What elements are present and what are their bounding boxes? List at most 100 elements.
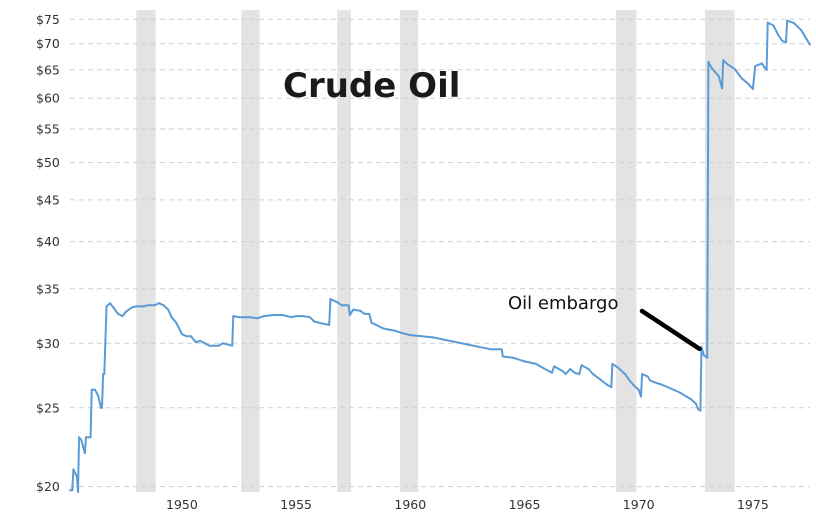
data-point	[420, 335, 423, 338]
y-tick-label: $45	[36, 192, 60, 207]
data-point	[655, 382, 658, 385]
data-point	[336, 301, 339, 304]
data-point	[766, 21, 769, 24]
data-point	[717, 74, 720, 77]
data-point	[352, 308, 355, 311]
data-point	[786, 19, 789, 22]
recession-band-2	[241, 10, 260, 492]
data-point	[409, 334, 412, 337]
x-tick-label: 1950	[166, 497, 198, 512]
data-point	[649, 379, 652, 382]
data-point	[466, 343, 469, 346]
data-point	[212, 344, 215, 347]
data-point	[761, 62, 764, 65]
data-point	[605, 383, 608, 386]
data-point	[281, 313, 284, 316]
data-point	[348, 313, 351, 316]
data-point	[103, 373, 106, 376]
data-point	[749, 85, 752, 88]
annotation-label: Oil embargo	[508, 293, 618, 314]
data-point	[317, 321, 320, 324]
data-point	[272, 313, 275, 316]
y-tick-label: $30	[36, 336, 60, 351]
data-point	[683, 394, 686, 397]
data-point	[162, 304, 165, 307]
data-point	[208, 344, 211, 347]
y-tick-label: $70	[36, 36, 60, 51]
data-point	[203, 342, 206, 345]
data-point	[617, 366, 620, 369]
data-point	[105, 305, 108, 308]
recession-bands	[136, 10, 735, 492]
data-point	[646, 375, 649, 378]
data-point	[108, 302, 111, 305]
data-point	[249, 316, 252, 319]
data-point	[83, 451, 86, 454]
data-point	[194, 341, 197, 344]
recession-band-3	[337, 10, 351, 492]
data-point	[190, 335, 193, 338]
y-tick-label: $40	[36, 234, 60, 249]
data-point	[94, 388, 97, 391]
x-tick-label: 1975	[737, 497, 769, 512]
data-point	[628, 379, 631, 382]
data-point	[393, 329, 396, 332]
data-point	[754, 65, 757, 68]
data-point	[694, 402, 697, 405]
data-point	[669, 387, 672, 390]
data-point	[359, 309, 362, 312]
data-point	[678, 391, 681, 394]
data-point	[231, 344, 234, 347]
data-point	[639, 395, 642, 398]
data-point	[370, 321, 373, 324]
data-point	[707, 60, 710, 63]
data-point	[573, 371, 576, 374]
recession-band-5	[615, 10, 637, 492]
data-point	[375, 323, 378, 326]
data-point	[592, 373, 595, 376]
data-point	[432, 336, 435, 339]
data-point	[785, 41, 788, 44]
y-tick-label: $20	[36, 479, 60, 494]
y-tick-label: $35	[36, 281, 60, 296]
data-point	[167, 308, 170, 311]
y-tick-label: $75	[36, 12, 60, 27]
series-layer	[69, 19, 811, 493]
data-point	[722, 59, 725, 62]
data-point	[175, 321, 178, 324]
data-point	[116, 312, 119, 315]
recession-band-4	[400, 10, 419, 492]
data-point	[381, 327, 384, 330]
y-tick-label: $60	[36, 91, 60, 106]
y-tick-label: $65	[36, 62, 60, 77]
data-point	[564, 373, 567, 376]
data-point	[633, 384, 636, 387]
data-point	[557, 367, 560, 370]
data-point	[443, 338, 446, 341]
data-point	[84, 436, 87, 439]
data-point	[781, 40, 784, 43]
data-point	[541, 366, 544, 369]
data-point	[328, 323, 331, 326]
data-point	[805, 38, 808, 41]
data-point	[580, 364, 583, 367]
data-point	[793, 22, 796, 25]
data-point	[699, 409, 702, 412]
grid-lines	[70, 18, 810, 488]
data-point	[550, 371, 553, 374]
data-point	[624, 373, 626, 376]
data-point	[130, 306, 133, 309]
data-point	[578, 373, 581, 376]
y-tick-label: $25	[36, 400, 60, 415]
data-point	[199, 339, 202, 342]
annotation-leader-line	[639, 308, 702, 352]
data-point	[142, 305, 145, 308]
data-point	[454, 341, 457, 344]
data-point	[610, 386, 613, 389]
data-point	[100, 406, 103, 409]
y-tick-label: $55	[36, 121, 60, 136]
data-point	[232, 315, 235, 318]
data-point	[217, 344, 220, 347]
data-point	[772, 24, 775, 27]
data-point	[523, 360, 526, 363]
